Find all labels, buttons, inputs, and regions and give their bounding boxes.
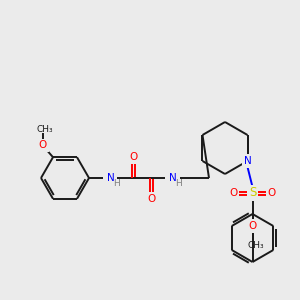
Text: CH₃: CH₃ bbox=[247, 242, 264, 250]
Text: N: N bbox=[169, 173, 177, 183]
Text: O: O bbox=[39, 140, 47, 150]
Text: O: O bbox=[248, 221, 256, 231]
Text: N: N bbox=[244, 156, 251, 166]
Text: H: H bbox=[175, 178, 182, 188]
Text: O: O bbox=[147, 194, 155, 204]
Text: O: O bbox=[267, 188, 276, 198]
Text: CH₃: CH₃ bbox=[37, 125, 53, 134]
Text: O: O bbox=[230, 188, 238, 198]
Text: H: H bbox=[112, 178, 119, 188]
Text: N: N bbox=[107, 173, 115, 183]
Text: S: S bbox=[249, 187, 256, 200]
Text: O: O bbox=[129, 152, 137, 162]
